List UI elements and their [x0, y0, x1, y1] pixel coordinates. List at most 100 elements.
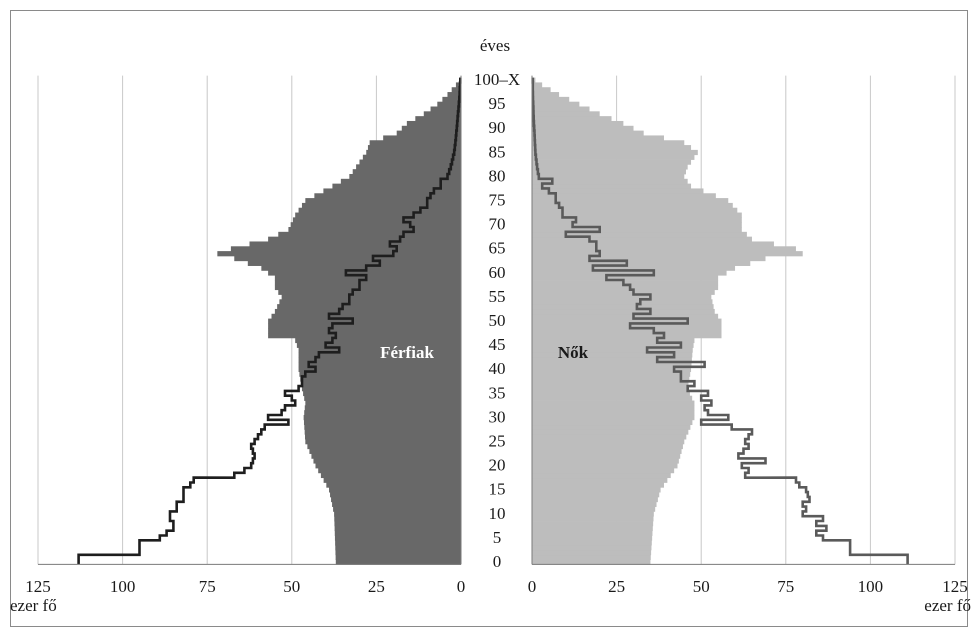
bar-male — [274, 284, 461, 291]
bar-male — [352, 169, 461, 175]
age-label: 0 — [493, 552, 502, 571]
bar-male — [331, 496, 461, 503]
bar-male — [249, 241, 461, 247]
bar-male — [396, 130, 461, 136]
bar-male — [304, 424, 461, 430]
bar-male — [406, 120, 461, 127]
bar-male — [334, 525, 461, 532]
chart-border — [10, 10, 968, 627]
bar-male — [304, 405, 461, 411]
bar-male — [298, 366, 461, 373]
age-label: 30 — [489, 407, 506, 426]
bar-female — [532, 381, 689, 387]
bar-male — [303, 390, 461, 397]
bar-male — [274, 275, 461, 281]
bar-male — [335, 554, 461, 560]
bar-female — [532, 357, 692, 363]
outline-female — [531, 77, 909, 565]
bar-female — [532, 227, 742, 233]
outline-male — [77, 77, 462, 565]
x-tick-label-left: 100 — [110, 577, 136, 596]
bar-female — [532, 496, 658, 503]
bar-female — [532, 318, 722, 324]
bar-female — [532, 87, 551, 93]
bar-female — [532, 521, 654, 527]
x-tick-label-right: 125 — [942, 577, 968, 596]
bar-male — [320, 472, 461, 479]
unit-label-left: ezer fő — [10, 596, 57, 615]
age-label: 80 — [489, 166, 506, 185]
bar-male — [349, 173, 461, 180]
bar-male — [305, 400, 461, 406]
bar-male — [369, 140, 461, 146]
bar-male — [300, 376, 461, 382]
bar-female — [532, 169, 686, 175]
bar-male — [313, 458, 461, 464]
bar-female — [532, 492, 660, 498]
chart-text: éves Férfiak Nők ezer fő ezer fő 125 125 1… — [10, 36, 971, 615]
age-label: 75 — [489, 191, 506, 210]
bar-female — [532, 145, 692, 151]
bar-female — [532, 236, 752, 242]
x-tick-label-left: 125 — [25, 577, 51, 596]
bar-female — [532, 202, 733, 209]
bar-male — [277, 304, 461, 310]
bar-male — [359, 159, 461, 165]
bar-male — [335, 549, 461, 556]
bar-male — [268, 318, 461, 324]
bar-male — [301, 386, 461, 392]
bar-male — [415, 116, 461, 122]
bar-female — [532, 545, 652, 551]
bar-female — [532, 395, 693, 401]
x-tick-label-right: 100 — [858, 577, 884, 596]
bar-female — [532, 308, 715, 315]
bar-male — [268, 328, 461, 334]
bar-female — [532, 231, 747, 238]
bar-female — [532, 530, 653, 536]
age-label: 50 — [489, 311, 506, 330]
bar-male — [295, 212, 461, 218]
bar-female — [532, 217, 742, 223]
bar-female — [532, 149, 698, 156]
bar-female — [532, 241, 774, 247]
age-label: 55 — [489, 287, 506, 306]
bar-female — [532, 535, 653, 541]
bar-female — [532, 448, 682, 454]
bar-male — [292, 217, 461, 223]
bar-female — [532, 130, 644, 136]
age-label: 40 — [489, 359, 506, 378]
bar-male — [247, 260, 461, 266]
bar-female — [532, 207, 738, 213]
bar-female — [532, 477, 668, 483]
bar-male — [423, 111, 461, 117]
bar-female — [532, 212, 742, 218]
age-label: 100–X — [474, 70, 520, 89]
x-tick-label-left: 25 — [368, 577, 385, 596]
bar-male — [279, 299, 461, 305]
age-label: 15 — [489, 480, 506, 499]
bar-female — [532, 511, 654, 517]
bar-female — [532, 439, 685, 445]
bar-female — [532, 275, 719, 281]
bar-female — [532, 101, 580, 107]
bar-male — [271, 313, 461, 319]
bar-female — [532, 463, 678, 469]
bar-female — [532, 424, 691, 430]
x-tick-label-right: 0 — [528, 577, 537, 596]
bar-female — [532, 468, 675, 474]
bar-male — [323, 477, 461, 483]
bar-male — [303, 414, 461, 421]
bar-male — [332, 183, 461, 189]
age-label: 20 — [489, 456, 506, 475]
bar-female — [532, 193, 716, 199]
bar-female — [532, 299, 713, 305]
bar-male — [304, 434, 461, 440]
bar-female — [532, 376, 690, 382]
bar-female — [532, 540, 652, 546]
bar-male — [295, 337, 461, 344]
bar-female — [532, 304, 714, 310]
bar-female — [532, 183, 692, 189]
bar-female — [532, 361, 692, 368]
bar-male — [268, 333, 461, 339]
